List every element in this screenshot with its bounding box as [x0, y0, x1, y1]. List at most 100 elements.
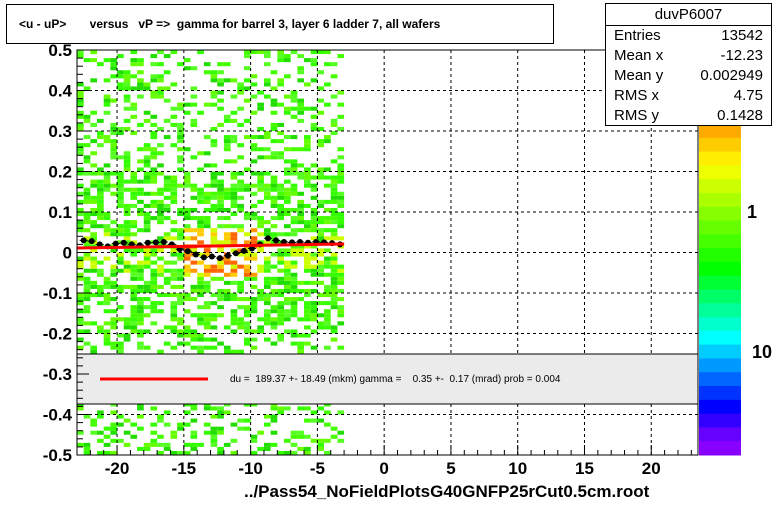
density-cell	[157, 442, 164, 447]
density-cell	[330, 131, 338, 136]
density-cell	[137, 309, 144, 314]
density-cell	[77, 406, 84, 411]
density-cell	[277, 301, 284, 306]
density-cell	[90, 349, 98, 354]
density-cell	[110, 438, 118, 443]
density-cell	[190, 187, 198, 192]
density-cell	[217, 430, 224, 435]
density-cell	[297, 106, 305, 111]
density-cell	[210, 163, 218, 168]
density-cell	[284, 54, 291, 59]
density-cell	[177, 139, 184, 144]
density-cell	[277, 309, 284, 314]
density-cell	[130, 288, 138, 293]
density-cell	[203, 280, 211, 285]
density-cell	[197, 195, 204, 200]
density-cells	[77, 50, 345, 455]
density-cell	[170, 195, 178, 200]
density-cell	[243, 135, 251, 140]
density-cell	[324, 450, 331, 455]
density-cell	[230, 317, 238, 322]
density-cell	[203, 325, 211, 330]
density-cell	[284, 147, 291, 152]
density-cell	[150, 422, 158, 427]
density-cell	[317, 268, 325, 273]
density-cell	[263, 195, 271, 200]
density-cell	[203, 268, 211, 273]
density-cell	[237, 195, 244, 200]
density-cell	[277, 191, 284, 196]
density-cell	[90, 122, 98, 127]
density-cell	[317, 171, 325, 176]
density-cell	[157, 329, 164, 334]
palette-color-band	[699, 179, 741, 194]
density-cell	[157, 434, 164, 439]
density-cell	[310, 313, 318, 318]
density-cell	[123, 94, 131, 99]
density-cell	[117, 288, 124, 293]
density-cell	[230, 240, 238, 245]
density-cell	[183, 228, 191, 233]
density-cell	[157, 248, 164, 253]
density-cell	[150, 309, 158, 314]
density-cell	[177, 106, 184, 111]
density-cell	[170, 305, 178, 310]
density-cell	[83, 159, 91, 164]
density-cell	[284, 207, 291, 212]
density-cell	[257, 179, 264, 184]
density-cell	[130, 62, 138, 67]
density-cell	[170, 220, 178, 225]
density-cell	[123, 155, 131, 160]
density-cell	[143, 288, 151, 293]
density-cell	[203, 321, 211, 326]
density-cell	[304, 309, 311, 314]
density-cell	[123, 74, 131, 79]
density-cell	[230, 264, 238, 269]
density-cell	[243, 418, 251, 423]
profile-point	[112, 240, 119, 247]
density-cell	[290, 329, 298, 334]
density-cell	[77, 114, 84, 119]
density-cell	[177, 236, 184, 241]
density-cell	[143, 345, 151, 350]
density-cell	[103, 301, 111, 306]
density-cell	[150, 78, 158, 83]
density-cell	[157, 236, 164, 241]
density-cell	[130, 131, 138, 136]
density-cell	[83, 216, 91, 221]
density-cell	[90, 50, 98, 55]
density-cell	[77, 207, 84, 212]
density-cell	[197, 228, 204, 233]
density-cell	[317, 167, 325, 172]
density-cell	[324, 175, 331, 180]
density-cell	[317, 442, 325, 447]
density-cell	[103, 321, 111, 326]
density-cell	[223, 207, 231, 212]
density-cell	[223, 349, 231, 354]
stats-row-rms-x: RMS x 4.75	[606, 86, 771, 106]
density-cell	[97, 183, 104, 188]
density-cell	[270, 110, 278, 115]
density-cell	[297, 212, 305, 217]
density-cell	[150, 94, 158, 99]
density-cell	[277, 207, 284, 212]
palette-color-band	[699, 372, 741, 387]
density-cell	[137, 284, 144, 289]
density-cell	[103, 442, 111, 447]
density-cell	[177, 167, 184, 172]
density-cell	[137, 122, 144, 127]
density-cell	[270, 183, 278, 188]
density-cell	[250, 203, 258, 208]
density-cell	[123, 126, 131, 131]
density-cell	[203, 252, 211, 257]
x-tick-label: 10	[508, 459, 527, 478]
density-cell	[324, 438, 331, 443]
density-cell	[90, 248, 98, 253]
density-cell	[110, 430, 118, 435]
density-cell	[297, 54, 305, 59]
density-cell	[170, 293, 178, 298]
density-cell	[304, 446, 311, 451]
density-cell	[217, 224, 224, 229]
density-cell	[270, 280, 278, 285]
profile-point	[152, 239, 159, 246]
